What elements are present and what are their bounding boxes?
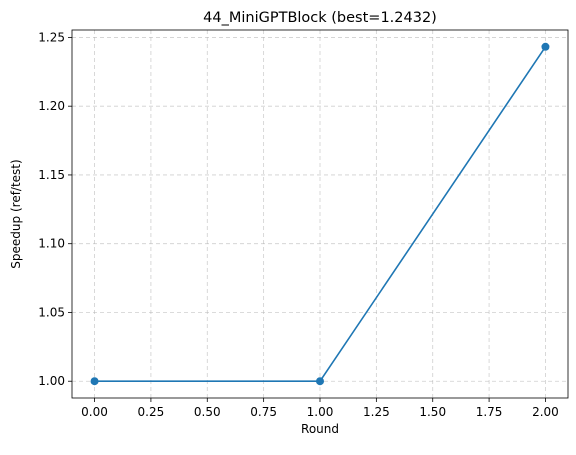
x-axis-label: Round [301,422,339,436]
y-tick-label: 1.25 [38,30,65,44]
series-group [90,42,550,386]
x-tick-label: 1.75 [476,405,503,419]
x-tick-label: 0.00 [81,405,108,419]
x-tick-label: 1.50 [419,405,446,419]
data-point [316,377,324,386]
y-tick-label: 1.00 [38,374,65,388]
x-tick-label: 1.25 [363,405,390,419]
x-tick-label: 2.00 [532,405,559,419]
x-tick-label: 0.25 [138,405,165,419]
y-tick-label: 1.20 [38,99,65,113]
y-axis-label: Speedup (ref/test) [9,159,23,268]
data-point [541,42,550,51]
chart-title: 44_MiniGPTBlock (best=1.2432) [203,10,437,26]
data-point [90,377,99,386]
x-tick-label: 0.50 [194,405,221,419]
x-tick-label: 1.00 [307,405,334,419]
y-axis-ticks: 1.00 1.05 1.10 1.15 1.20 1.25 [38,30,72,388]
y-tick-label: 1.05 [38,305,65,319]
x-tick-label: 0.75 [250,405,277,419]
y-tick-label: 1.10 [38,237,65,251]
y-tick-label: 1.15 [38,168,65,182]
x-axis-ticks: 0.00 0.25 0.50 0.75 1.00 1.25 1.50 1.75 2.00 [81,398,559,419]
